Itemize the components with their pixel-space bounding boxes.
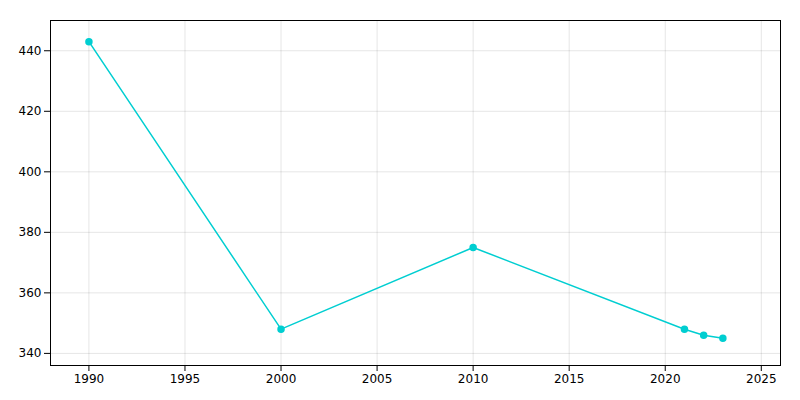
svg-text:2025: 2025 <box>746 372 777 386</box>
svg-text:340: 340 <box>19 346 42 360</box>
svg-text:2010: 2010 <box>458 372 489 386</box>
svg-text:2015: 2015 <box>554 372 585 386</box>
svg-text:2000: 2000 <box>266 372 297 386</box>
svg-text:2020: 2020 <box>650 372 681 386</box>
svg-text:400: 400 <box>19 165 42 179</box>
svg-text:420: 420 <box>19 104 42 118</box>
svg-text:1995: 1995 <box>170 372 201 386</box>
svg-text:360: 360 <box>19 286 42 300</box>
svg-text:2005: 2005 <box>362 372 393 386</box>
svg-text:440: 440 <box>19 44 42 58</box>
svg-text:1990: 1990 <box>74 372 105 386</box>
svg-text:380: 380 <box>19 225 42 239</box>
